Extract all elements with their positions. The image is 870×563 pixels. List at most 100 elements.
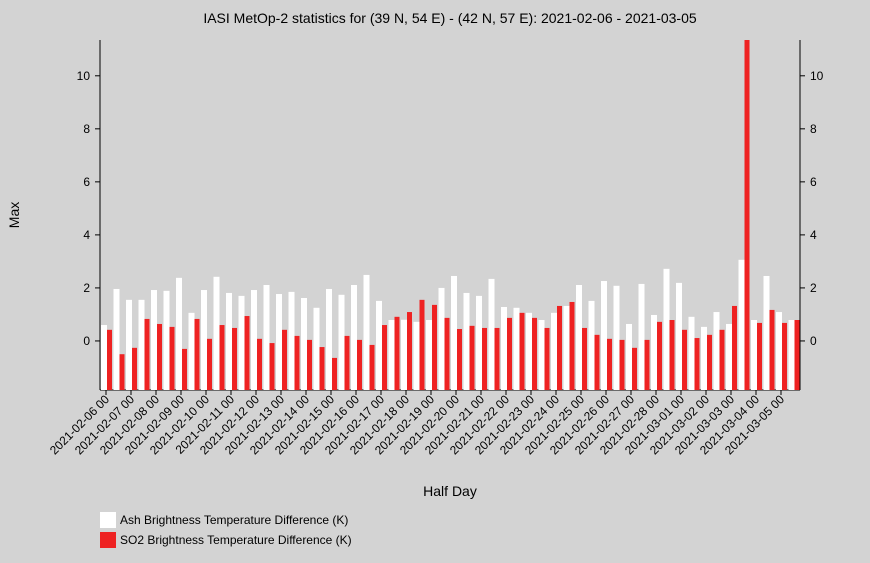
chart-title: IASI MetOp-2 statistics for (39 N, 54 E)… [203, 10, 697, 26]
y2-tick-label: 0 [810, 334, 817, 348]
bar [563, 305, 570, 390]
bar [376, 300, 382, 390]
bar [326, 288, 332, 390]
y2-tick-label: 10 [810, 69, 824, 83]
bar [657, 321, 662, 390]
bar [269, 343, 275, 390]
bar [613, 285, 620, 390]
bar [576, 285, 582, 390]
bar [488, 278, 495, 390]
y-axis-label: Max [6, 202, 22, 228]
x-axis-label: Half Day [423, 483, 477, 499]
bar [719, 329, 725, 390]
bar [557, 305, 562, 390]
bar [782, 322, 787, 390]
bar [644, 339, 650, 390]
y-tick-label: 8 [83, 122, 90, 136]
bar [332, 357, 337, 390]
bar [463, 292, 470, 390]
bar [676, 282, 682, 390]
bar [619, 339, 625, 390]
bar [319, 347, 325, 390]
bar [794, 320, 800, 390]
bar [532, 317, 537, 390]
y2-tick-label: 8 [810, 122, 817, 136]
bar [388, 320, 395, 390]
bar [751, 320, 757, 390]
bar [226, 292, 232, 390]
bar [382, 325, 387, 390]
bar [638, 283, 645, 390]
bar [663, 268, 670, 390]
bar [219, 325, 225, 390]
bar [169, 326, 175, 390]
bar [626, 323, 632, 390]
bar [526, 312, 532, 390]
bar [113, 288, 120, 390]
bar [257, 338, 262, 390]
bar [513, 307, 520, 390]
bar [788, 320, 795, 390]
bar [369, 344, 375, 390]
bar [251, 290, 257, 390]
y2-tick-label: 2 [810, 281, 817, 295]
bar [244, 316, 250, 390]
bar [132, 347, 137, 390]
bar [119, 354, 125, 390]
y2-tick-label: 4 [810, 228, 817, 242]
bar [238, 295, 245, 390]
bar [138, 299, 145, 390]
bar [276, 294, 282, 390]
bar [144, 318, 150, 390]
bar [394, 316, 400, 390]
bar [419, 299, 425, 390]
bar [363, 274, 370, 390]
bars [101, 40, 800, 390]
bar [519, 312, 525, 390]
legend-swatch [100, 512, 116, 528]
bar [538, 320, 545, 390]
bar [213, 276, 220, 390]
bar [469, 325, 475, 390]
bar [194, 318, 200, 390]
bar [607, 338, 612, 390]
bar [482, 327, 487, 390]
bar [338, 294, 345, 390]
bar [501, 307, 507, 390]
bar [313, 307, 320, 390]
bar [701, 326, 707, 390]
bar [444, 317, 450, 390]
bar [713, 312, 720, 390]
bar [101, 325, 107, 390]
bar [294, 335, 300, 390]
bar [738, 259, 745, 390]
bar [432, 304, 437, 390]
bar [544, 327, 550, 390]
y2-tick-label: 6 [810, 175, 817, 189]
legend-label: Ash Brightness Temperature Difference (K… [120, 513, 348, 527]
y-tick-label: 0 [83, 334, 90, 348]
bar [744, 40, 750, 390]
bar [551, 312, 557, 390]
bar [407, 312, 412, 390]
bar [426, 320, 432, 390]
bar [476, 295, 482, 390]
bar [601, 281, 607, 390]
bar [357, 339, 362, 390]
bar [726, 323, 732, 390]
legend-label: SO2 Brightness Temperature Difference (K… [120, 533, 352, 547]
bar [594, 334, 600, 390]
bar [682, 329, 687, 390]
bar [457, 329, 462, 390]
bar [763, 275, 770, 390]
bar [232, 327, 237, 390]
bar [344, 335, 350, 390]
y-tick-label: 4 [83, 228, 90, 242]
bar [188, 312, 195, 390]
bar [182, 348, 187, 390]
bar [126, 299, 132, 390]
legend-swatch [100, 532, 116, 548]
bar [282, 329, 287, 390]
bar [307, 339, 312, 390]
